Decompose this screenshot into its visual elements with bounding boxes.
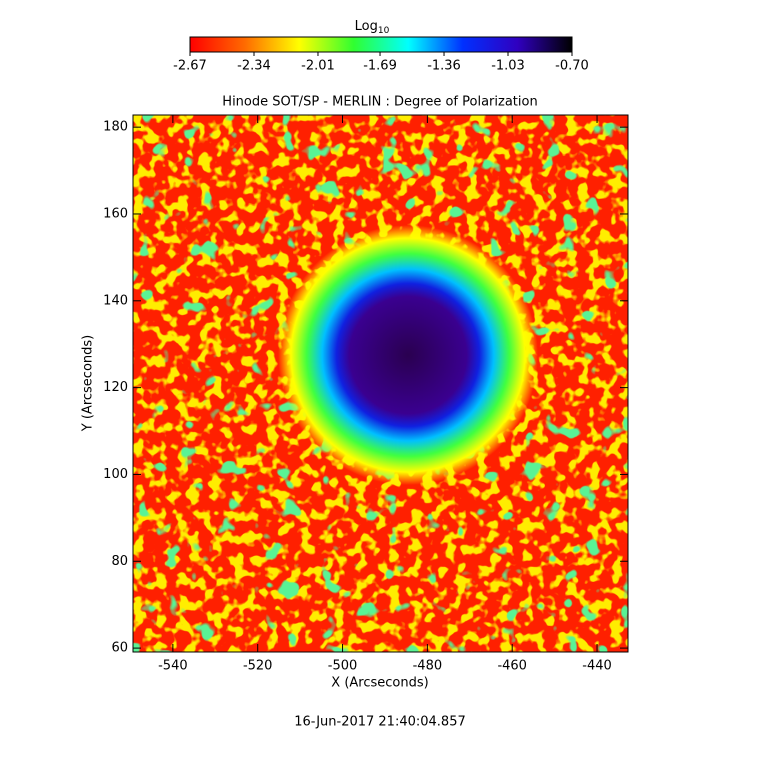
y-axis-label: Y (Arcseconds) <box>81 335 96 432</box>
x-tick-label: -480 <box>413 659 443 674</box>
colorbar-tick-label: -1.69 <box>363 59 397 74</box>
y-tick-label: 120 <box>103 380 128 395</box>
colorbar-tick-label: -2.34 <box>237 59 271 74</box>
colorbar-label: Log10 <box>355 19 390 36</box>
x-tick-label: -440 <box>582 659 612 674</box>
y-tick-label: 160 <box>103 206 128 221</box>
colorbar-tick-label: -1.36 <box>427 59 461 74</box>
chart-title: Hinode SOT/SP - MERLIN : Degree of Polar… <box>222 95 537 110</box>
x-tick-label: -460 <box>497 659 527 674</box>
x-tick-label: -520 <box>243 659 273 674</box>
colorbar <box>189 36 573 53</box>
y-tick-label: 140 <box>103 293 128 308</box>
colorbar-tick-label: -1.03 <box>491 59 525 74</box>
x-tick-label: -540 <box>158 659 188 674</box>
colorbar-tick-label: -2.67 <box>173 59 207 74</box>
image-field <box>133 115 628 652</box>
plot-frame <box>132 114 629 653</box>
timestamp: 16-Jun-2017 21:40:04.857 <box>294 715 466 730</box>
x-axis-label: X (Arcseconds) <box>331 676 428 691</box>
colorbar-tick-label: -2.01 <box>301 59 335 74</box>
y-tick-label: 180 <box>103 120 128 135</box>
y-tick-label: 80 <box>111 554 128 569</box>
y-tick-label: 60 <box>111 641 128 656</box>
colorbar-tick-label: -0.70 <box>555 59 589 74</box>
x-tick-label: -500 <box>328 659 358 674</box>
y-tick-label: 100 <box>103 467 128 482</box>
